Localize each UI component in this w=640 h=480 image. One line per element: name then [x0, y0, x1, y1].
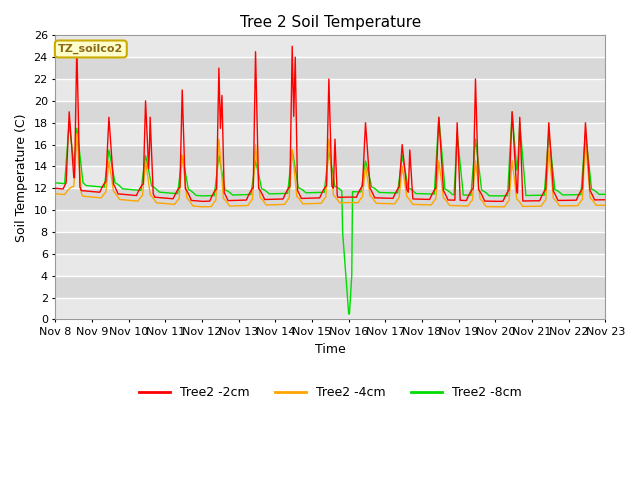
Bar	[56, 123, 605, 144]
Tree2 -8cm	[508, 109, 516, 115]
Tree2 -4cm	[602, 203, 609, 208]
Line: Tree2 -8cm: Tree2 -8cm	[56, 112, 605, 314]
Bar	[56, 167, 605, 188]
Bar	[56, 36, 605, 57]
Tree2 -8cm	[196, 193, 204, 199]
Tree2 -2cm	[173, 188, 180, 194]
Tree2 -2cm	[602, 197, 609, 203]
Bar	[56, 254, 605, 276]
Line: Tree2 -4cm: Tree2 -4cm	[56, 133, 605, 207]
Tree2 -4cm	[198, 204, 206, 210]
Tree2 -8cm	[552, 187, 560, 193]
Tree2 -2cm	[552, 194, 560, 200]
Text: TZ_soilco2: TZ_soilco2	[58, 44, 124, 54]
Line: Tree2 -2cm: Tree2 -2cm	[56, 46, 605, 202]
Bar	[56, 298, 605, 319]
Bar	[56, 210, 605, 232]
Tree2 -4cm	[377, 201, 385, 206]
Tree2 -8cm	[376, 190, 384, 195]
Tree2 -2cm	[377, 195, 385, 201]
Bar	[56, 79, 605, 101]
Tree2 -8cm	[431, 191, 438, 197]
Bar	[56, 276, 605, 298]
Bar	[56, 144, 605, 167]
Tree2 -4cm	[52, 191, 60, 197]
Tree2 -4cm	[173, 198, 180, 204]
Legend: Tree2 -2cm, Tree2 -4cm, Tree2 -8cm: Tree2 -2cm, Tree2 -4cm, Tree2 -8cm	[134, 381, 527, 404]
Y-axis label: Soil Temperature (C): Soil Temperature (C)	[15, 113, 28, 241]
Tree2 -8cm	[322, 175, 330, 181]
Tree2 -2cm	[198, 199, 206, 204]
Bar	[56, 232, 605, 254]
Tree2 -8cm	[52, 180, 60, 186]
Tree2 -4cm	[552, 199, 560, 204]
Tree2 -4cm	[323, 165, 331, 171]
Bar	[56, 101, 605, 123]
Tree2 -2cm	[196, 198, 204, 204]
Tree2 -4cm	[73, 131, 81, 136]
Tree2 -8cm	[345, 311, 353, 317]
Tree2 -2cm	[73, 43, 81, 49]
Bar	[56, 57, 605, 79]
Title: Tree 2 Soil Temperature: Tree 2 Soil Temperature	[240, 15, 421, 30]
Tree2 -2cm	[431, 186, 439, 192]
Tree2 -4cm	[196, 204, 204, 210]
Tree2 -8cm	[602, 192, 609, 197]
Tree2 -2cm	[323, 147, 331, 153]
Tree2 -8cm	[172, 191, 180, 196]
X-axis label: Time: Time	[315, 343, 346, 356]
Bar	[56, 188, 605, 210]
Tree2 -2cm	[52, 185, 60, 191]
Tree2 -4cm	[431, 197, 439, 203]
